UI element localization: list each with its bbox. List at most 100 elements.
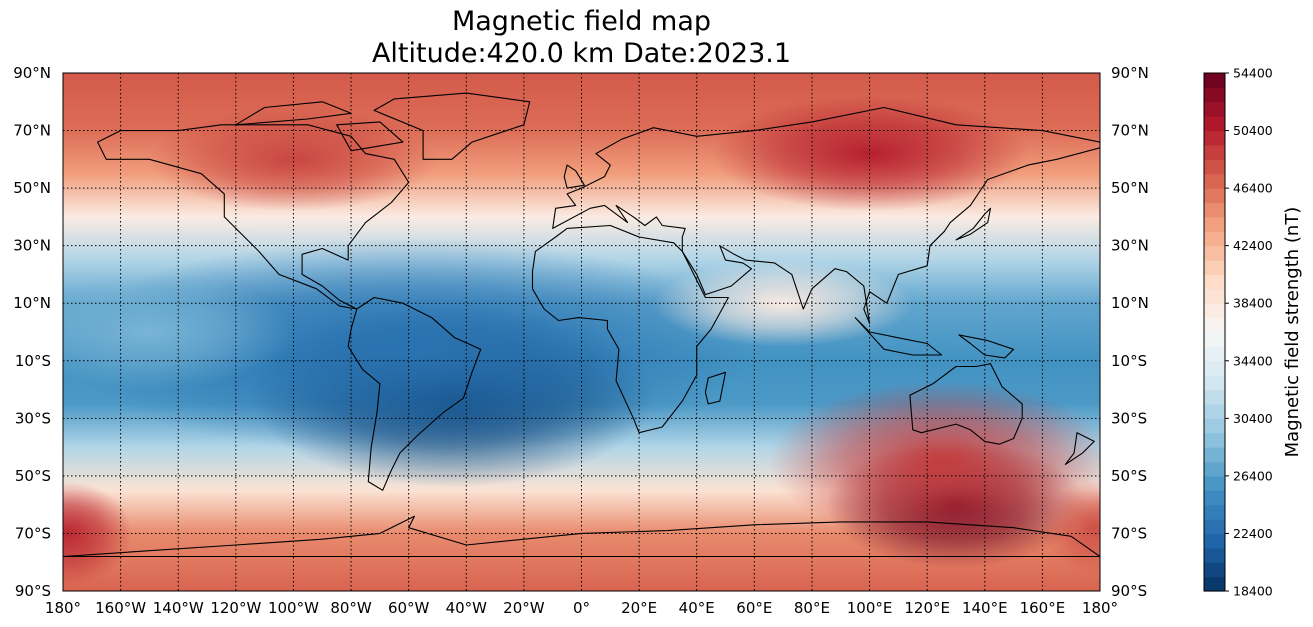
longitude-label: 140°E <box>962 599 1008 617</box>
colorbar-level <box>1204 303 1225 319</box>
landmass-africa <box>531 224 729 434</box>
longitude-labels: 180° 160°W 140°W 120°W 100°W 80°W 60°W 40°W 20°W… <box>45 599 1118 617</box>
longitude-label: 60°E <box>736 599 772 617</box>
longitude-label: 120°E <box>904 599 950 617</box>
colorbar-label: Magnetic field strength (nT) <box>1282 207 1303 458</box>
longitude-label: 180° <box>45 599 81 617</box>
longitude-label: 80°E <box>794 599 830 617</box>
latitude-label: 90°N <box>13 64 51 82</box>
map-title-line-2: Altitude:420.0 km Date:2023.1 <box>371 38 792 69</box>
longitude-label: 40°E <box>679 599 715 617</box>
longitude-label: 120°W <box>210 599 261 617</box>
longitude-label: 20°W <box>503 599 545 617</box>
colorbar-level <box>1204 490 1225 506</box>
latitude-label: 50°S <box>15 467 51 485</box>
colorbar-tick-label: 22400 <box>1233 526 1273 541</box>
colorbar-level <box>1204 202 1225 218</box>
longitude-label: 100°W <box>268 599 319 617</box>
colorbar-level <box>1204 332 1225 347</box>
colorbar-tick-labels: 18400 22400 26400 30400 34400 38400 42400 46400… <box>1225 66 1273 599</box>
latitude-label: 70°N <box>1111 122 1149 140</box>
map-frame <box>62 72 1101 592</box>
colorbar-level <box>1204 562 1225 578</box>
latitude-label: 30°N <box>13 237 51 255</box>
latitude-label: 10°S <box>1111 352 1147 370</box>
colorbar-level <box>1204 317 1225 333</box>
latitude-label: 70°S <box>1111 524 1147 542</box>
landmass-indonesia <box>854 317 943 356</box>
canada-high <box>149 107 438 212</box>
colorbar-level <box>1204 130 1225 146</box>
colorbar-tick-label: 26400 <box>1233 468 1273 483</box>
colorbar-level <box>1204 547 1225 563</box>
antarctic-east-high <box>1042 481 1100 574</box>
landmass-greenland <box>373 92 531 160</box>
latitude-labels-right: 90°N 70°N 50°N 30°N 10°N 10°S 30°S 50°S 70°S 90°S <box>1111 64 1149 600</box>
landmass-japan <box>955 207 992 241</box>
colorbar-level <box>1204 159 1225 175</box>
colorbar-tick-label: 42400 <box>1233 238 1273 253</box>
colorbar-level <box>1204 447 1225 463</box>
longitude-label: 20°E <box>621 599 657 617</box>
landmass-eurasia <box>552 106 1100 324</box>
colorbar-level <box>1204 188 1225 204</box>
latitude-label: 30°S <box>1111 409 1147 427</box>
colorbar-level <box>1204 360 1225 376</box>
landmass-south-america <box>347 296 482 491</box>
colorbar-tick-label: 46400 <box>1233 181 1273 196</box>
colorbar-level <box>1204 288 1225 304</box>
coastlines <box>63 92 1100 558</box>
landmass-new-zealand <box>1064 432 1095 465</box>
colorbar-level <box>1204 116 1225 132</box>
longitude-label: 60°W <box>388 599 430 617</box>
colorbar-tick-label: 30400 <box>1233 411 1273 426</box>
latitude-label: 10°N <box>13 294 51 312</box>
colorbar-level <box>1204 403 1225 419</box>
colorbar-level <box>1204 389 1225 405</box>
longitude-label: 40°W <box>446 599 488 617</box>
colorbar-level <box>1204 461 1225 477</box>
colorbar-level <box>1204 144 1225 160</box>
colorbar-level <box>1204 101 1225 117</box>
latitude-label: 10°S <box>15 352 51 370</box>
longitude-label: 80°W <box>330 599 372 617</box>
colorbar-level <box>1204 475 1225 491</box>
longitude-label: 160°E <box>1020 599 1066 617</box>
latitude-label: 50°N <box>1111 179 1149 197</box>
landmass-new-guinea <box>958 334 1015 359</box>
colorbar-level <box>1204 519 1225 535</box>
latitude-label: 30°S <box>15 409 51 427</box>
antarctic-west-high <box>63 481 133 586</box>
colorbar-level <box>1204 274 1225 290</box>
longitude-label: 160°W <box>95 599 146 617</box>
latitude-label: 30°N <box>1111 237 1149 255</box>
field-map <box>63 73 1100 591</box>
colorbar-level <box>1204 375 1225 391</box>
colorbar-level <box>1204 504 1225 520</box>
latitude-label: 50°S <box>1111 467 1147 485</box>
latitude-labels-left: 90°N 70°N 50°N 30°N 10°N 10°S 30°S 50°S 70°S 90°S <box>13 64 51 600</box>
colorbar: 18400 22400 26400 30400 34400 38400 42400 46400… <box>1203 66 1303 599</box>
landmass-australia <box>909 363 1023 445</box>
landmass-antarctica <box>63 515 1100 558</box>
colorbar-tick-label: 34400 <box>1233 353 1273 368</box>
colorbar-level <box>1204 73 1225 88</box>
colorbar-level <box>1204 216 1225 232</box>
colorbar-level <box>1204 231 1225 247</box>
australia-south-high <box>768 380 1100 543</box>
longitude-label: 0° <box>573 599 590 617</box>
colorbar-tick-label: 18400 <box>1233 584 1273 599</box>
landmass-arctic-islands <box>235 101 352 126</box>
latitude-label: 90°S <box>1111 582 1147 600</box>
longitude-label: 100°E <box>847 599 893 617</box>
graticule <box>63 73 1100 591</box>
colorbar-tick-label: 50400 <box>1233 123 1273 138</box>
colorbar-tick-label: 38400 <box>1233 296 1273 311</box>
colorbar-tick-label: 54400 <box>1233 66 1273 81</box>
latitude-label: 70°S <box>15 524 51 542</box>
map-title-line-1: Magnetic field map <box>451 6 712 37</box>
colorbar-level <box>1204 432 1225 448</box>
pacific-low <box>63 274 294 390</box>
latitude-label: 70°N <box>13 122 51 140</box>
colorbar-level <box>1204 87 1225 103</box>
